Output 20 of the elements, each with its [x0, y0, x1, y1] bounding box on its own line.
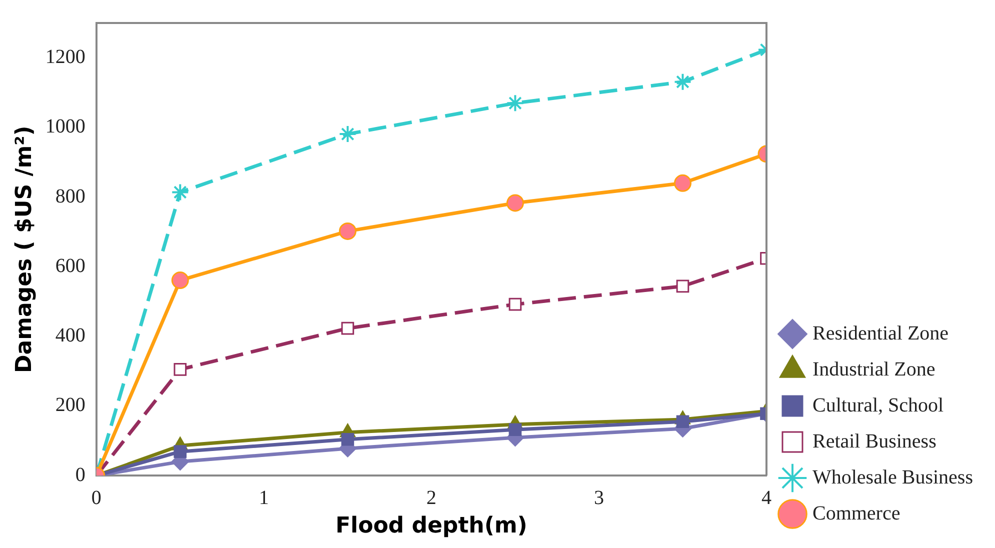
legend-label: Industrial Zone	[812, 358, 936, 380]
legend-label: Cultural, School	[812, 394, 944, 416]
y-tick-label: 800	[55, 185, 86, 208]
legend-label: Commerce	[812, 502, 900, 524]
y-tick-label: 1200	[45, 46, 86, 68]
x-tick-label: 0	[91, 486, 102, 509]
y-tick-label: 1000	[45, 116, 86, 138]
y-tick-label: 0	[75, 464, 86, 486]
legend-label: Retail Business	[812, 430, 937, 452]
legend-label: Wholesale Business	[812, 466, 974, 488]
y-tick-label: 600	[55, 254, 86, 277]
y-tick-label: 200	[55, 394, 86, 416]
y-tick-label: 400	[55, 324, 86, 347]
y-axis-title: Damages ( $US /m²)	[12, 126, 37, 373]
x-tick-label: 3	[594, 486, 604, 509]
legend-label: Residential Zone	[812, 322, 949, 344]
x-tick-label: 4	[761, 486, 772, 509]
x-tick-label: 2	[426, 486, 436, 509]
x-tick-label: 1	[258, 486, 269, 509]
x-axis-title: Flood depth(m)	[336, 514, 528, 539]
